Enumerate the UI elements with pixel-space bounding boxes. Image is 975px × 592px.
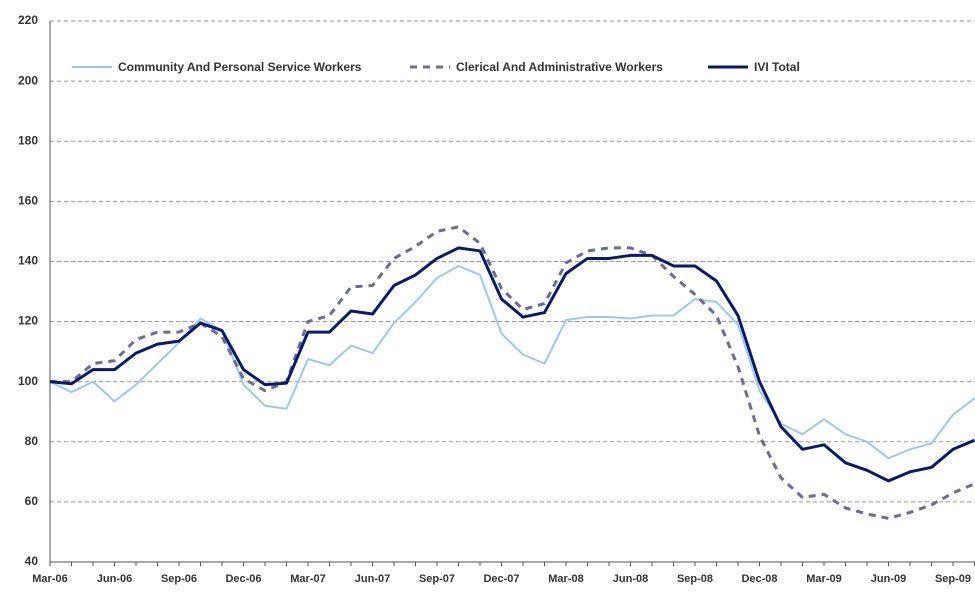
y-tick-label: 200: [18, 73, 38, 87]
x-tick-label: Mar-06: [32, 573, 67, 585]
x-tick-label: Jun-06: [97, 573, 132, 585]
series-line: [49, 246, 975, 483]
series-line: [49, 264, 975, 460]
x-tick-label: Sep-08: [677, 573, 713, 585]
x-tick-label: Dec-08: [741, 573, 777, 585]
x-tick-label: Sep-09: [935, 573, 971, 585]
x-tick-label: Mar-08: [548, 573, 583, 585]
legend-label: Community And Personal Service Workers: [118, 60, 362, 74]
legend-label: IVI Total: [754, 60, 800, 74]
y-tick-label: 160: [18, 194, 38, 208]
x-tick-label: Sep-07: [419, 573, 455, 585]
y-tick-label: 180: [18, 133, 38, 147]
x-tick-label: Jun-08: [613, 573, 648, 585]
y-tick-label: 120: [18, 314, 38, 328]
x-tick-label: Jun-07: [355, 573, 390, 585]
x-tick-label: Dec-06: [225, 573, 261, 585]
x-tick-label: Sep-06: [161, 573, 197, 585]
x-tick-label: Mar-07: [290, 573, 325, 585]
x-tick-label: Dec-07: [483, 573, 519, 585]
y-tick-label: 220: [18, 13, 38, 27]
y-tick-label: 80: [25, 434, 39, 448]
y-tick-label: 60: [25, 494, 39, 508]
y-tick-label: 140: [18, 254, 38, 268]
legend-label: Clerical And Administrative Workers: [456, 60, 663, 74]
x-tick-label: Jun-09: [871, 573, 906, 585]
x-tick-label: Mar-09: [806, 573, 841, 585]
y-tick-label: 100: [18, 374, 38, 388]
series-line: [50, 225, 975, 520]
y-tick-label: 40: [25, 554, 39, 568]
